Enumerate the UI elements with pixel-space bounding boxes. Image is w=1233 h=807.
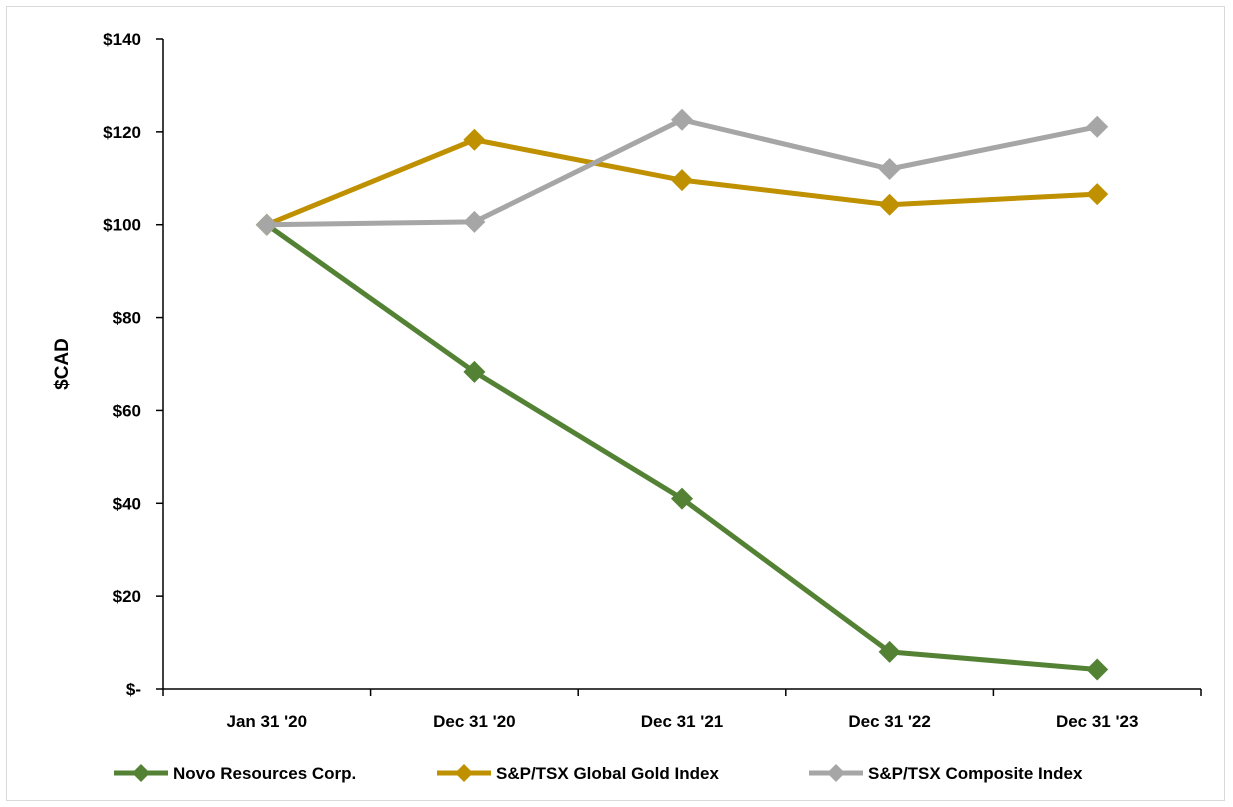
data-point	[671, 169, 693, 192]
legend-label: Novo Resources Corp.	[173, 764, 356, 783]
series-0	[255, 213, 1109, 681]
data-point	[878, 640, 901, 663]
y-tick-label: $100	[103, 216, 141, 235]
data-point	[671, 108, 693, 131]
legend-marker	[455, 764, 473, 782]
x-tick-label: Dec 31 '21	[641, 712, 724, 731]
data-point	[1086, 115, 1109, 138]
data-point	[1086, 183, 1109, 206]
y-tick-label: $-	[126, 680, 141, 699]
legend-item-2: S&P/TSX Composite Index	[809, 764, 1083, 783]
data-point	[671, 487, 693, 510]
data-point	[1086, 658, 1109, 681]
legend-label: S&P/TSX Composite Index	[868, 764, 1083, 783]
y-tick-label: $40	[113, 494, 141, 513]
legend-label: S&P/TSX Global Gold Index	[496, 764, 719, 783]
data-point	[878, 193, 901, 216]
legend-marker	[132, 764, 150, 782]
series-layer	[255, 108, 1109, 681]
series-1	[255, 128, 1109, 236]
y-tick-label: $60	[113, 401, 141, 420]
y-axis: $- $20 $40 $60 $80 $100 $120 $140	[103, 30, 164, 699]
legend-marker	[827, 764, 845, 782]
legend: Novo Resources Corp. S&P/TSX Global Gold …	[114, 764, 1083, 783]
y-tick-label: $140	[103, 30, 141, 49]
y-axis-title: $CAD	[52, 338, 73, 390]
data-point	[878, 158, 901, 180]
data-point	[463, 360, 486, 383]
y-tick-label: $20	[113, 587, 141, 606]
data-point	[463, 210, 486, 233]
data-point	[463, 128, 486, 151]
y-tick-label: $80	[113, 309, 141, 328]
x-tick-label: Dec 31 '23	[1056, 712, 1139, 731]
y-tick-label: $120	[103, 123, 141, 142]
series-2	[255, 108, 1109, 236]
x-axis: Jan 31 '20 Dec 31 '20 Dec 31 '21 Dec 31 '22…	[162, 688, 1202, 731]
x-tick-label: Dec 31 '22	[848, 712, 931, 731]
legend-item-0: Novo Resources Corp.	[114, 764, 356, 783]
legend-item-1: S&P/TSX Global Gold Index	[437, 764, 719, 783]
chart-frame	[6, 6, 1225, 801]
x-tick-label: Dec 31 '20	[433, 712, 516, 731]
x-tick-label: Jan 31 '20	[226, 712, 307, 731]
series-line	[264, 222, 1100, 672]
data-point	[255, 213, 278, 236]
